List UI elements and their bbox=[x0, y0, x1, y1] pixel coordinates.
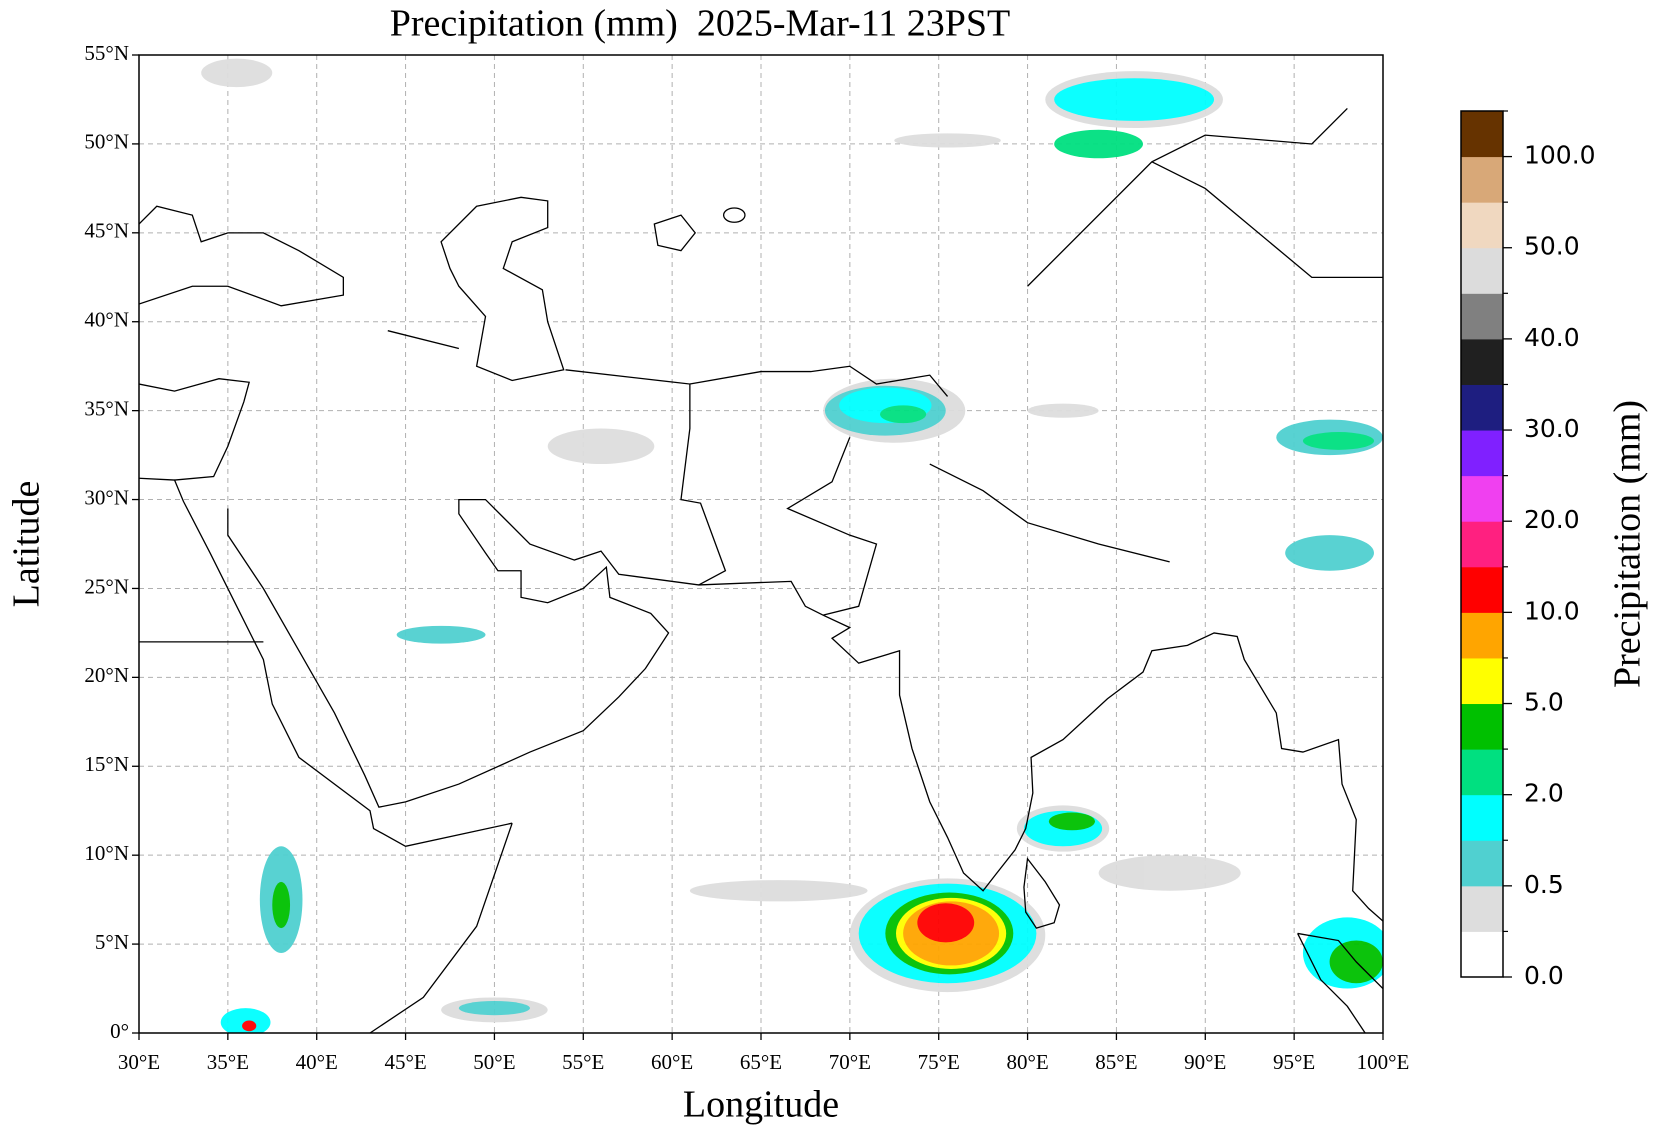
colorbar-bin bbox=[1461, 794, 1503, 841]
x-tick-label: 55°E bbox=[562, 1050, 604, 1074]
chart-title: Precipitation (mm) 2025-Mar-11 23PST bbox=[390, 3, 1011, 45]
colorbar-tick-label: 0.0 bbox=[1524, 961, 1564, 990]
x-tick-label: 50°E bbox=[473, 1050, 515, 1074]
y-tick-label: 55°N bbox=[84, 41, 129, 65]
colorbar-bin bbox=[1461, 202, 1503, 249]
map bbox=[139, 58, 1383, 1033]
colorbar-bin bbox=[1461, 931, 1503, 978]
y-tick-label: 5°N bbox=[95, 930, 129, 954]
lake bbox=[441, 197, 695, 380]
rain-area bbox=[917, 903, 975, 943]
x-axis-label: Longitude bbox=[683, 1084, 839, 1126]
rain-area bbox=[1098, 855, 1241, 891]
colorbar-bin bbox=[1461, 430, 1503, 477]
colorbar-bin bbox=[1461, 657, 1503, 705]
colorbar-tick-label: 10.0 bbox=[1524, 596, 1580, 625]
y-tick-label: 20°N bbox=[84, 663, 129, 687]
colorbar-tick-label: 30.0 bbox=[1524, 414, 1580, 443]
rain-area bbox=[689, 880, 868, 902]
axes: 30°E 35°E 40°E 45°E 50°E 55°E 60°E 65°E 70°E 75°E… bbox=[84, 41, 1409, 1074]
x-tick-label: 40°E bbox=[296, 1050, 338, 1074]
colorbar-tick-label: 50.0 bbox=[1524, 232, 1580, 261]
map-layer bbox=[139, 58, 1383, 1033]
y-tick-label: 30°N bbox=[84, 485, 129, 509]
y-tick-label: 0° bbox=[110, 1019, 129, 1043]
x-tick-label: 95°E bbox=[1273, 1050, 1315, 1074]
colorbar-bin bbox=[1461, 293, 1503, 340]
coastline bbox=[139, 478, 512, 1033]
colorbar-tick-label: 100.0 bbox=[1524, 141, 1596, 170]
colorbar-bin bbox=[1461, 247, 1503, 294]
border bbox=[139, 108, 1383, 641]
coastline bbox=[228, 500, 1383, 921]
rain-area bbox=[220, 1008, 271, 1033]
rain-area bbox=[396, 625, 486, 644]
colorbar-tick-label: 20.0 bbox=[1524, 505, 1580, 534]
x-tick-label: 100°E bbox=[1357, 1050, 1410, 1074]
x-tick-label: 70°E bbox=[829, 1050, 871, 1074]
colorbar-tick-label: 40.0 bbox=[1524, 323, 1580, 352]
rain-area bbox=[880, 405, 927, 424]
colorbar-bin bbox=[1461, 749, 1503, 796]
x-tick-label: 80°E bbox=[1006, 1050, 1048, 1074]
rain-area bbox=[1285, 535, 1375, 571]
y-tick-label: 15°N bbox=[84, 752, 129, 776]
lake bbox=[724, 208, 745, 222]
x-tick-label: 75°E bbox=[918, 1050, 960, 1074]
colorbar-bin bbox=[1461, 475, 1503, 522]
rain-area bbox=[1302, 432, 1375, 450]
coastline bbox=[1024, 859, 1383, 1033]
x-tick-label: 90°E bbox=[1184, 1050, 1226, 1074]
colorbar-bin bbox=[1461, 384, 1503, 431]
rain-area bbox=[894, 133, 1001, 148]
colorbar-label: Precipitation (mm) bbox=[1607, 400, 1649, 688]
colorbar-frame bbox=[1460, 110, 1504, 978]
colorbar-bin bbox=[1461, 566, 1503, 613]
rain-area bbox=[458, 1000, 530, 1016]
colorbar: 0.0 0.5 2.0 5.0 10.0 20.0 30.0 40.0 50.0 100.0 bbox=[1460, 110, 1596, 990]
colorbar-bin bbox=[1461, 885, 1503, 932]
rain-area bbox=[1048, 812, 1096, 831]
precipitation bbox=[201, 58, 1383, 1033]
y-tick-label: 10°N bbox=[84, 841, 129, 865]
rain-area bbox=[547, 428, 655, 465]
colorbar-bin bbox=[1461, 111, 1503, 158]
y-axis-label: Latitude bbox=[6, 481, 48, 608]
colorbar-tick-label: 5.0 bbox=[1524, 688, 1564, 717]
y-tick-label: 45°N bbox=[84, 219, 129, 243]
y-tick-label: 25°N bbox=[84, 574, 129, 598]
x-tick-label: 60°E bbox=[651, 1050, 693, 1074]
rain-area bbox=[272, 881, 291, 929]
rain-area bbox=[242, 1020, 257, 1032]
x-tick-label: 45°E bbox=[384, 1050, 426, 1074]
rain-area bbox=[1027, 403, 1099, 418]
x-tick-label: 35°E bbox=[207, 1050, 249, 1074]
colorbar-bin bbox=[1461, 338, 1503, 385]
colorbar-bin bbox=[1461, 521, 1503, 568]
colorbar-tick-label: 0.5 bbox=[1524, 870, 1564, 899]
x-tick-label: 65°E bbox=[740, 1050, 782, 1074]
y-tick-label: 40°N bbox=[84, 308, 129, 332]
rain-area bbox=[1054, 129, 1144, 159]
colorbar-bin bbox=[1461, 612, 1503, 659]
colorbar-bin bbox=[1461, 840, 1503, 887]
rain-area bbox=[201, 58, 273, 88]
x-tick-label: 30°E bbox=[118, 1050, 160, 1074]
colorbar-bin bbox=[1461, 156, 1503, 203]
y-tick-label: 35°N bbox=[84, 396, 129, 420]
x-tick-label: 85°E bbox=[1095, 1050, 1137, 1074]
rain-area bbox=[1054, 78, 1215, 121]
coastline bbox=[139, 206, 343, 480]
colorbar-bin bbox=[1461, 703, 1503, 750]
colorbar-tick-label: 2.0 bbox=[1524, 779, 1564, 808]
y-tick-label: 50°N bbox=[84, 130, 129, 154]
